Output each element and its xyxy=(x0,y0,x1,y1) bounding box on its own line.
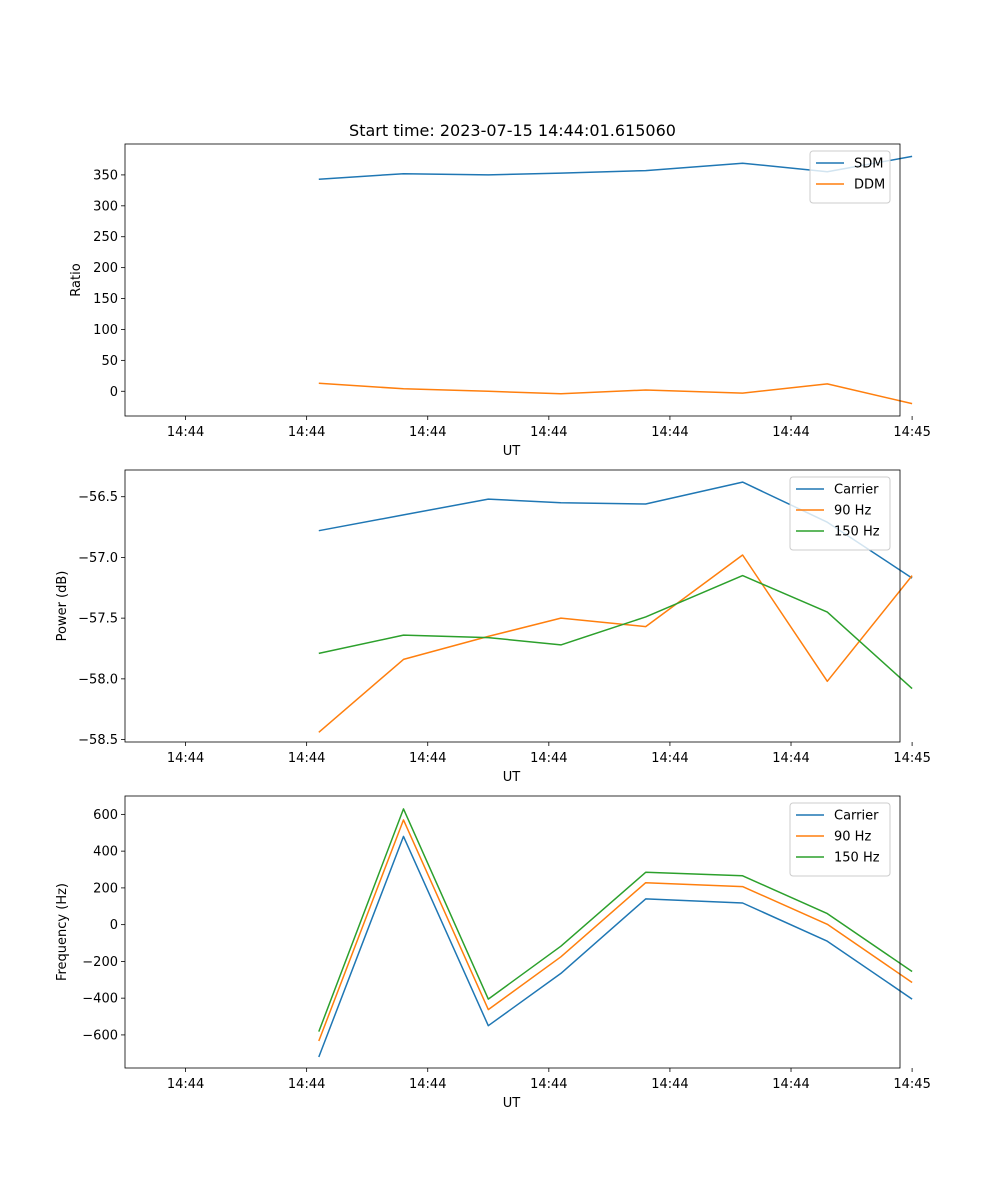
y-tick-label: 0 xyxy=(110,385,118,400)
legend-label: SDM xyxy=(854,157,883,172)
x-tick-label: 14:44 xyxy=(530,1077,567,1092)
y-tick-label: −400 xyxy=(82,992,118,1007)
series-line-150-hz xyxy=(318,808,913,1032)
chart-title: Start time: 2023-07-15 14:44:01.615060 xyxy=(349,121,676,140)
series-line-ddm xyxy=(318,382,913,405)
x-tick-label: 14:44 xyxy=(772,425,809,440)
x-tick-label: 14:45 xyxy=(893,751,930,766)
y-axis-label: Ratio xyxy=(69,263,84,296)
legend: SDM DDM xyxy=(809,150,891,204)
y-tick-label: 0 xyxy=(110,918,118,933)
legend-label: Carrier xyxy=(834,809,879,824)
x-tick-label: 14:44 xyxy=(530,425,567,440)
series-line-150-hz xyxy=(318,574,913,690)
y-tick-label: 600 xyxy=(93,808,118,823)
y-tick-label: −200 xyxy=(82,955,118,970)
x-tick-label: 14:44 xyxy=(167,751,204,766)
series-line-90-hz xyxy=(318,554,913,733)
x-tick-label: 14:44 xyxy=(651,1077,688,1092)
y-tick-label: 50 xyxy=(101,354,118,369)
x-tick-label: 14:44 xyxy=(167,425,204,440)
y-tick-label: −57.0 xyxy=(78,551,118,566)
x-tick-label: 14:45 xyxy=(893,1077,930,1092)
legend-label: 150 Hz xyxy=(834,525,880,540)
plots: Start time: 2023-07-15 14:44:01.615060 0 5… xyxy=(55,121,931,1111)
x-tick-label: 14:44 xyxy=(772,751,809,766)
axes-frame xyxy=(124,469,901,743)
y-tick-label: 150 xyxy=(93,292,118,307)
x-tick-label: 14:44 xyxy=(288,425,325,440)
chart-panel-2: −58.5 −58.0 −57.5 −57.0 −56.5 14:44 14:44 14:44… xyxy=(55,469,931,785)
y-tick-label: 250 xyxy=(93,230,118,245)
legend-box xyxy=(809,150,891,204)
x-tick-label: 14:44 xyxy=(167,1077,204,1092)
legend-label: Carrier xyxy=(834,483,879,498)
y-tick-label: −58.5 xyxy=(78,733,118,748)
chart-panel-1: Start time: 2023-07-15 14:44:01.615060 0 5… xyxy=(69,121,931,459)
x-axis-label: UT xyxy=(503,770,521,785)
x-tick-label: 14:44 xyxy=(530,751,567,766)
y-tick-label: −56.5 xyxy=(78,490,118,505)
y-tick-label: 200 xyxy=(93,881,118,896)
x-tick-label: 14:44 xyxy=(772,1077,809,1092)
x-tick-label: 14:44 xyxy=(651,751,688,766)
y-tick-label: −600 xyxy=(82,1028,118,1043)
x-tick-label: 14:44 xyxy=(409,425,446,440)
series-line-carrier xyxy=(318,835,913,1058)
legend-label: 90 Hz xyxy=(834,504,871,519)
axes-frame xyxy=(124,143,901,417)
y-tick-label: 350 xyxy=(93,168,118,183)
legend: Carrier 90 Hz 150 Hz xyxy=(789,802,891,877)
legend-label: 150 Hz xyxy=(834,851,880,866)
y-tick-label: −57.5 xyxy=(78,612,118,627)
chart-panel-3: −600 −400 −200 0 200 400 600 14:44 14:44 14:44 14:… xyxy=(55,795,931,1111)
x-tick-label: 14:44 xyxy=(288,751,325,766)
series-line-90-hz xyxy=(318,819,913,1042)
x-tick-label: 14:44 xyxy=(409,1077,446,1092)
x-tick-label: 14:44 xyxy=(409,751,446,766)
x-tick-label: 14:45 xyxy=(893,425,930,440)
x-axis-label: UT xyxy=(503,444,521,459)
legend-label: 90 Hz xyxy=(834,830,871,845)
legend-label: DDM xyxy=(854,178,885,193)
axes-frame xyxy=(124,795,901,1069)
y-axis-label: Frequency (Hz) xyxy=(55,883,70,981)
legend: Carrier 90 Hz 150 Hz xyxy=(789,476,891,551)
y-tick-label: 400 xyxy=(93,845,118,860)
x-tick-label: 14:44 xyxy=(288,1077,325,1092)
x-axis-label: UT xyxy=(503,1096,521,1111)
y-tick-label: 200 xyxy=(93,261,118,276)
y-tick-label: 100 xyxy=(93,323,118,338)
y-tick-label: 300 xyxy=(93,199,118,214)
y-tick-label: −58.0 xyxy=(78,672,118,687)
y-axis-label: Power (dB) xyxy=(55,571,70,642)
x-tick-label: 14:44 xyxy=(651,425,688,440)
